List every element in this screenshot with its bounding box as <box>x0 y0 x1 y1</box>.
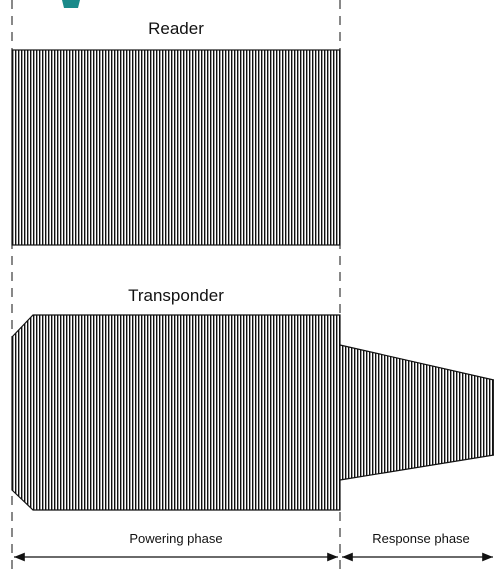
transponder-label: Transponder <box>128 286 224 305</box>
transponder-powering-signal <box>11 314 341 511</box>
reader-signal <box>11 49 341 246</box>
reader-label: Reader <box>148 19 204 38</box>
cropped-title-fragment <box>62 0 80 8</box>
phase-label: Powering phase <box>129 531 222 546</box>
phase-label: Response phase <box>372 531 470 546</box>
transponder-response-signal <box>339 344 494 481</box>
